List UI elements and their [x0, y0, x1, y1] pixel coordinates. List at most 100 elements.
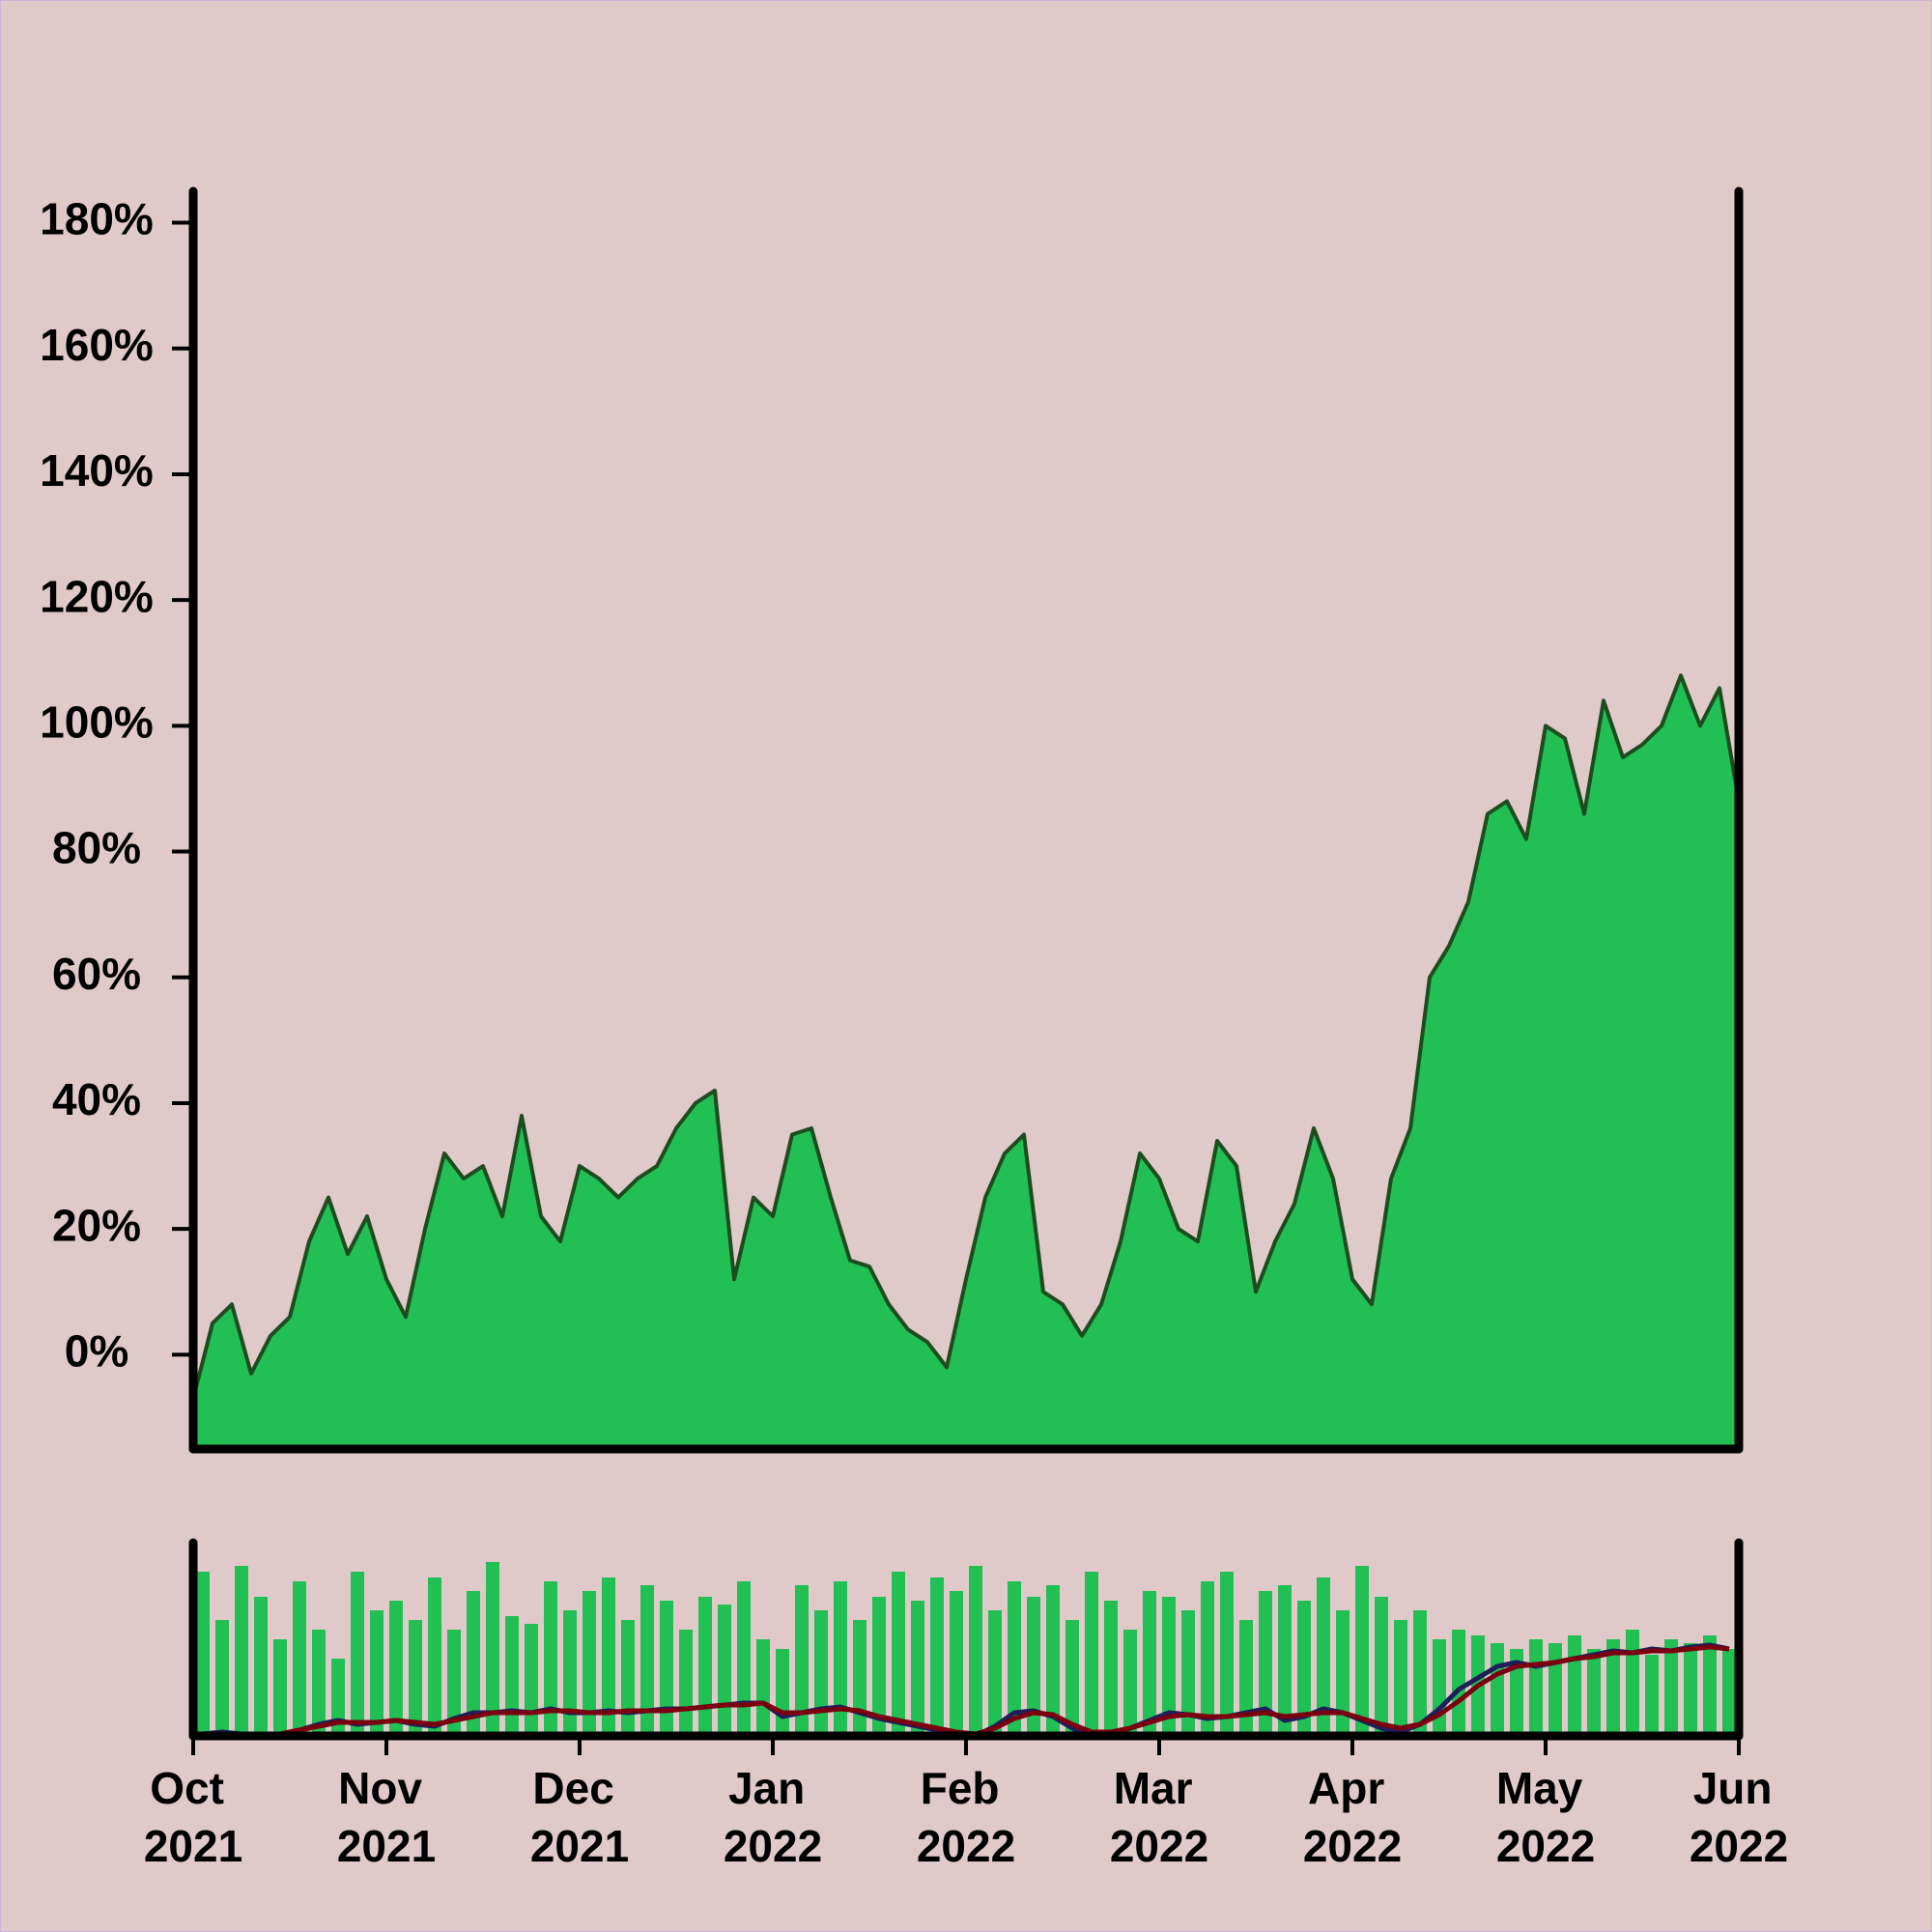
volume-bar [1085, 1572, 1098, 1736]
y-tick-label: 80% [52, 823, 141, 873]
volume-bar [1394, 1620, 1407, 1736]
volume-bar [1568, 1635, 1581, 1736]
y-tick-label: 140% [40, 445, 154, 496]
volume-bar [1046, 1585, 1060, 1736]
volume-bar [1529, 1639, 1543, 1736]
volume-bar [409, 1620, 422, 1736]
volume-bar [447, 1630, 461, 1736]
x-tick-label-line: Oct [150, 1763, 236, 1813]
volume-bar [1123, 1630, 1137, 1736]
volume-bar [1008, 1581, 1021, 1736]
x-tick-label-line: 2022 [917, 1821, 1015, 1871]
volume-bar [621, 1620, 635, 1736]
volume-bar [1722, 1649, 1736, 1736]
volume-bar [1664, 1639, 1678, 1736]
volume-bar [582, 1591, 596, 1736]
y-tick-label: 60% [52, 949, 141, 999]
volume-bar [795, 1585, 809, 1736]
volume-bar [1239, 1620, 1253, 1736]
x-tick-label-line: Dec [532, 1763, 626, 1813]
area-fill [193, 675, 1739, 1449]
volume-bar [312, 1630, 326, 1736]
volume-bar [254, 1597, 268, 1736]
y-tick-label: 20% [52, 1200, 141, 1250]
volume-bar [640, 1585, 654, 1736]
volume-bar [1606, 1639, 1620, 1736]
volume-bar [1626, 1630, 1639, 1736]
volume-bar [1413, 1610, 1427, 1736]
volume-bar [196, 1572, 210, 1736]
volume-bar [1027, 1597, 1040, 1736]
y-tick-label: 160% [40, 320, 154, 370]
volume-bar [1703, 1635, 1717, 1736]
x-tick-label: Dec 2021 [530, 1763, 629, 1871]
x-tick-label-line: Feb [921, 1763, 1012, 1813]
y-tick-label: 120% [40, 571, 154, 621]
volume-bar [737, 1581, 751, 1736]
x-tick-label-line: 2022 [1110, 1821, 1208, 1871]
x-tick-label: Jan 2022 [724, 1763, 822, 1871]
volume-bar [351, 1572, 364, 1736]
volume-bar [756, 1639, 770, 1736]
y-tick-label: 40% [52, 1074, 141, 1124]
volume-bar [834, 1581, 847, 1736]
volume-bar [892, 1572, 905, 1736]
x-tick-label-line: Jan [728, 1763, 817, 1813]
volume-bar [1259, 1591, 1272, 1736]
x-tick-label-line: Jun [1693, 1763, 1785, 1813]
x-tick-label-line: 2022 [1690, 1821, 1788, 1871]
volume-bar [814, 1610, 828, 1736]
volume-bar [563, 1610, 577, 1736]
volume-bar [273, 1639, 287, 1736]
volume-bar [1201, 1581, 1214, 1736]
volume-bar [1297, 1601, 1311, 1736]
y-tick-label: 180% [40, 194, 154, 244]
volume-bar [698, 1597, 712, 1736]
volume-bar [679, 1630, 693, 1736]
x-tick-label-line: 2022 [1303, 1821, 1402, 1871]
volume-bar [1548, 1643, 1562, 1736]
x-tick-label: Nov 2021 [337, 1763, 436, 1871]
volume-bar [428, 1577, 441, 1736]
y-tick-label: 100% [40, 697, 154, 748]
volume-bar [911, 1601, 924, 1736]
x-tick-label: Apr 2022 [1303, 1763, 1402, 1871]
x-tick-label-line: Nov [338, 1763, 435, 1813]
volume-bar [293, 1581, 306, 1736]
volume-bar [853, 1620, 867, 1736]
x-tick-label: Feb 2022 [917, 1763, 1015, 1871]
x-tick-label: May 2022 [1496, 1763, 1595, 1871]
area-line [191, 673, 1741, 1400]
volume-bar [1355, 1566, 1369, 1736]
volume-bar [1143, 1591, 1156, 1736]
x-tick-label-line: Mar [1114, 1763, 1206, 1813]
volume-bar [1317, 1577, 1330, 1736]
volume-bar [950, 1591, 963, 1736]
x-tick-label-line: 2021 [530, 1821, 629, 1871]
volume-bar [525, 1624, 538, 1736]
volume-bar [1510, 1649, 1523, 1736]
volume-bar [930, 1577, 944, 1736]
volume-bar [1433, 1639, 1446, 1736]
volume-bar [988, 1610, 1002, 1736]
volume-bar [486, 1562, 499, 1736]
volume-bar [331, 1659, 345, 1736]
x-tick-label-line: 2022 [724, 1821, 822, 1871]
y-tick-label: 0% [65, 1326, 128, 1377]
volume-bar [1587, 1649, 1601, 1736]
volume-bar [235, 1566, 248, 1736]
volume-bar [1065, 1620, 1079, 1736]
volume-bar [389, 1601, 403, 1736]
x-tick-label-line: 2022 [1496, 1821, 1595, 1871]
volume-bar [1645, 1655, 1659, 1736]
x-tick-label-line: May [1496, 1763, 1595, 1813]
volume-bar [1220, 1572, 1234, 1736]
volume-bar [467, 1591, 480, 1736]
volume-bar [1104, 1601, 1118, 1736]
volume-bar [505, 1616, 519, 1736]
volume-bar [969, 1566, 982, 1736]
volume-bar [1278, 1585, 1292, 1736]
volume-bar [1181, 1610, 1195, 1736]
volume-bar [1375, 1597, 1388, 1736]
